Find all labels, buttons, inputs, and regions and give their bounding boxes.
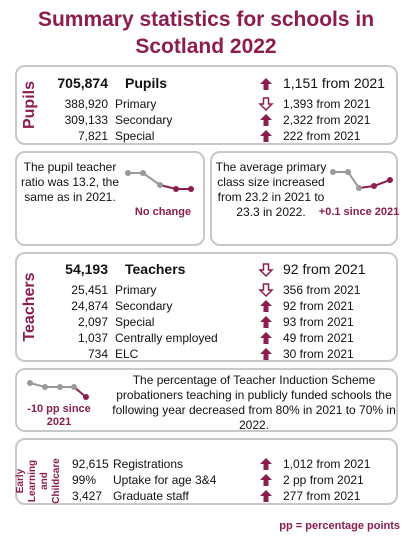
change-arrow [260, 130, 272, 142]
row-change: 93 from 2021 [283, 315, 354, 329]
row-label: Pupils [125, 75, 168, 91]
row-change: 2 pp from 2021 [283, 473, 364, 487]
row-label: Graduate staff [113, 489, 189, 503]
change-arrow [260, 316, 272, 328]
class-size-note: +0.1 since 2021 [318, 206, 400, 218]
ratio-text: The pupil teacher ratio was 13.2, the sa… [20, 160, 120, 204]
title: Summary statistics for schools in Scotla… [37, 8, 375, 58]
row-label: Centrally employed [115, 331, 218, 345]
row-label: Registrations [113, 457, 184, 471]
change-arrow [258, 263, 274, 278]
row-number: 99% [72, 473, 97, 487]
row-change: 30 from 2021 [283, 347, 354, 361]
class-size-box [210, 151, 398, 246]
change-arrow [260, 458, 272, 470]
induction-box [15, 368, 398, 432]
pupils-box [15, 65, 398, 145]
row-label: ELC [115, 347, 139, 361]
row-label: Special [115, 315, 155, 329]
row-label: Special [115, 129, 155, 143]
sparkline [333, 171, 360, 189]
row-label: Teachers [125, 261, 186, 277]
induction-note: -10 pp since 2021 [27, 403, 91, 428]
row-label: Uptake for age 3&4 [113, 473, 217, 487]
ratio-note: No change [134, 206, 192, 218]
row-number: 7,821 [77, 129, 108, 143]
row-change: 92 from 2021 [283, 261, 366, 277]
row-number: 705,874 [57, 75, 108, 91]
row-number: 309,133 [64, 113, 108, 127]
row-change: 1,393 from 2021 [283, 97, 371, 111]
row-change: 49 from 2021 [283, 331, 354, 345]
row-label: Secondary [115, 299, 173, 313]
change-arrow [258, 97, 274, 112]
sparkline [29, 382, 74, 388]
row-change: 2,322 from 2021 [283, 113, 371, 127]
change-arrow [260, 114, 272, 126]
row-change: 356 from 2021 [283, 283, 361, 297]
row-change: 92 from 2021 [283, 299, 354, 313]
row-label: Primary [115, 97, 157, 111]
row-number: 1,037 [77, 331, 108, 345]
change-arrow [260, 300, 272, 312]
change-arrow [260, 474, 272, 486]
teachers-box [15, 252, 398, 362]
footnote: pp = percentage points [279, 520, 400, 532]
row-label: Primary [115, 283, 157, 297]
class-size-text: The average primary class size increased… [215, 160, 327, 219]
row-number: 25,451 [71, 283, 108, 297]
change-arrow [260, 332, 272, 344]
row-change: 1,151 from 2021 [283, 75, 385, 91]
row-number: 388,920 [64, 97, 108, 111]
elc-box [15, 438, 398, 505]
change-arrow [260, 490, 272, 502]
ratio-box [15, 151, 205, 246]
row-number: 54,193 [65, 261, 108, 277]
change-arrow [258, 283, 274, 298]
row-number: 3,427 [72, 489, 103, 503]
row-number: 24,874 [71, 299, 108, 313]
row-number: 734 [87, 347, 108, 361]
row-number: 2,097 [77, 315, 108, 329]
change-arrow [260, 348, 272, 360]
row-change: 222 from 2021 [283, 129, 361, 143]
row-change: 277 from 2021 [283, 489, 361, 503]
induction-text: The percentage of Teacher Induction Sche… [112, 373, 396, 432]
row-number: 92,615 [72, 457, 109, 471]
row-label: Secondary [115, 113, 173, 127]
change-arrow [260, 78, 272, 90]
row-change: 1,012 from 2021 [283, 457, 371, 471]
